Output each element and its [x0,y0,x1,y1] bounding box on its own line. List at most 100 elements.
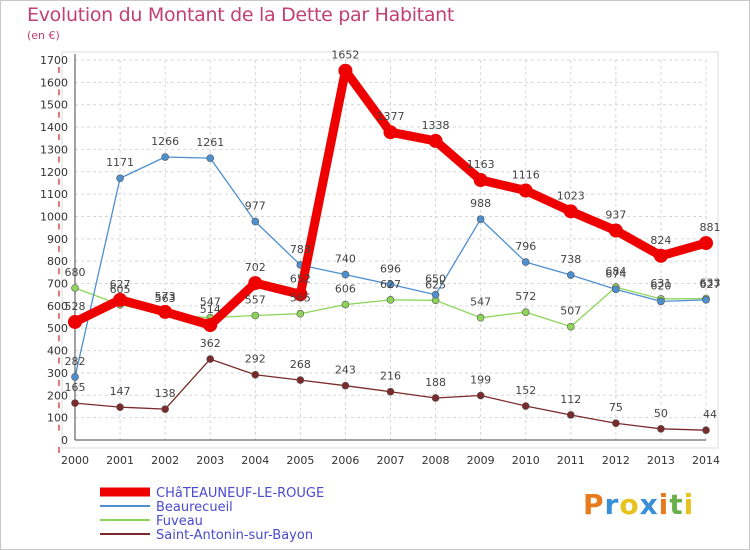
y-tick-label: 1400 [40,121,68,134]
data-label: 282 [65,355,86,368]
data-point [338,63,353,78]
data-label: 627 [110,278,131,291]
data-label: 1377 [377,110,405,123]
x-tick-label: 2011 [557,454,585,467]
y-tick-label: 1700 [40,54,68,67]
data-label: 684 [605,265,626,278]
x-tick-label: 2009 [467,454,495,467]
data-point [248,276,263,291]
x-tick-label: 2014 [692,454,720,467]
data-label: 881 [700,221,721,234]
data-label: 268 [290,358,311,371]
data-label: 528 [65,300,86,313]
data-point [521,308,530,316]
data-point [203,318,218,333]
data-point [383,125,398,140]
data-label: 1171 [106,156,134,169]
series-1 [71,153,710,381]
data-label: 680 [65,266,86,279]
data-label: 1261 [196,136,224,149]
logo-letter: i [658,488,670,521]
data-label: 1338 [422,119,450,132]
y-tick-label: 1600 [40,76,68,89]
data-point [341,300,350,309]
series-3 [71,355,710,434]
plot-area [61,51,719,449]
x-tick-label: 2008 [422,454,450,467]
x-tick-label: 2001 [106,454,134,467]
data-point [702,426,710,434]
data-label: 674 [605,267,626,280]
data-label: 740 [335,253,356,266]
data-label: 44 [703,408,717,421]
y-tick-label: 100 [47,412,68,425]
data-label: 625 [425,278,446,291]
proxiti-logo: Proxiti [583,488,694,521]
y-tick-label: 600 [47,300,68,313]
legend-label: Fuveau [156,514,203,529]
data-point [612,285,620,294]
data-label: 1266 [151,135,179,148]
data-point [608,223,623,238]
data-label: 937 [605,209,626,222]
data-label: 75 [609,401,623,414]
x-tick-label: 2004 [241,454,269,467]
data-point [431,394,440,402]
data-point [428,133,443,148]
logo-letter: r [604,488,620,521]
data-point [161,153,169,161]
data-point [251,311,260,320]
data-label: 631 [650,277,671,290]
data-label: 627 [700,278,721,291]
data-point [341,270,350,279]
data-label: 199 [470,374,491,387]
data-label: 216 [380,370,401,383]
logo-letter: x [639,488,659,521]
data-point [521,402,530,410]
y-tick-label: 500 [47,322,68,335]
chart-title: Evolution du Montant de la Dette par Hab… [27,4,455,26]
y-tick-label: 1300 [40,143,68,156]
data-point [563,204,578,219]
data-label: 783 [290,243,311,256]
data-point [566,322,575,331]
data-label: 547 [470,296,491,309]
data-label: 1652 [331,49,359,62]
data-label: 988 [470,197,491,210]
data-point [476,391,485,400]
data-label: 243 [335,364,356,377]
data-point [476,215,485,223]
data-label: 824 [650,234,671,247]
data-label: 738 [560,253,581,266]
data-label: 627 [380,278,401,291]
data-label: 633 [700,277,721,290]
y-tick-label: 1500 [40,99,68,112]
data-point [71,373,79,381]
data-point [386,280,395,289]
x-tick-label: 2006 [331,454,359,467]
data-point [657,297,665,306]
data-point [566,411,575,419]
logo-letter: t [669,488,684,521]
data-point [518,183,533,198]
data-label: 605 [110,283,131,296]
data-label: 547 [200,296,221,309]
data-label: 796 [515,240,536,253]
data-label: 50 [654,407,668,420]
x-tick-label: 2002 [151,454,179,467]
data-label: 620 [650,279,671,292]
data-label: 572 [515,290,536,303]
data-point [657,425,665,433]
data-label: 652 [290,272,311,285]
data-point [206,355,215,363]
logo-letter: o [619,488,640,521]
data-point [71,399,79,407]
data-label: 112 [560,393,581,406]
x-tick-label: 2007 [377,454,405,467]
data-label: 573 [155,290,176,303]
y-tick-label: 0 [61,434,68,447]
data-point [702,296,710,304]
data-point [473,173,488,188]
logo-letter: i [683,488,695,521]
data-point [251,217,260,226]
